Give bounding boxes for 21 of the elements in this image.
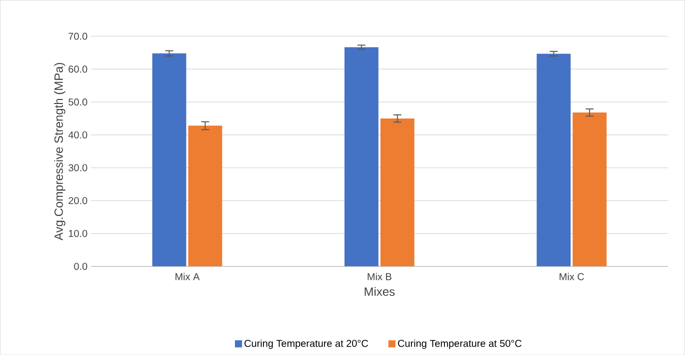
y-tick-label: 0.0 [74,262,88,270]
y-tick-label: 10.0 [68,230,88,237]
bar [152,53,186,266]
x-tick-label: Mix B [368,272,392,280]
bar [572,112,607,266]
bar [344,47,378,266]
bar [380,118,414,266]
y-tick-label: 70.0 [68,32,88,40]
legend-label: Curing Temperature at 20°C [244,339,368,349]
y-axis-title: Avg.Compressive Strength (MPa) [54,62,66,240]
bar [536,54,571,266]
legend-label: Curing Temperature at 50°C [398,339,522,349]
x-tick-label: Mix A [176,272,200,280]
x-axis-title: Mixes [364,286,395,296]
y-tick-label: 50.0 [68,98,88,106]
y-tick-label: 30.0 [68,164,88,172]
y-tick-label: 20.0 [68,197,88,204]
x-tick-label: Mix C [560,272,584,280]
bar [188,126,222,266]
y-tick-label: 40.0 [68,131,88,138]
y-tick-label: 60.0 [68,66,88,73]
